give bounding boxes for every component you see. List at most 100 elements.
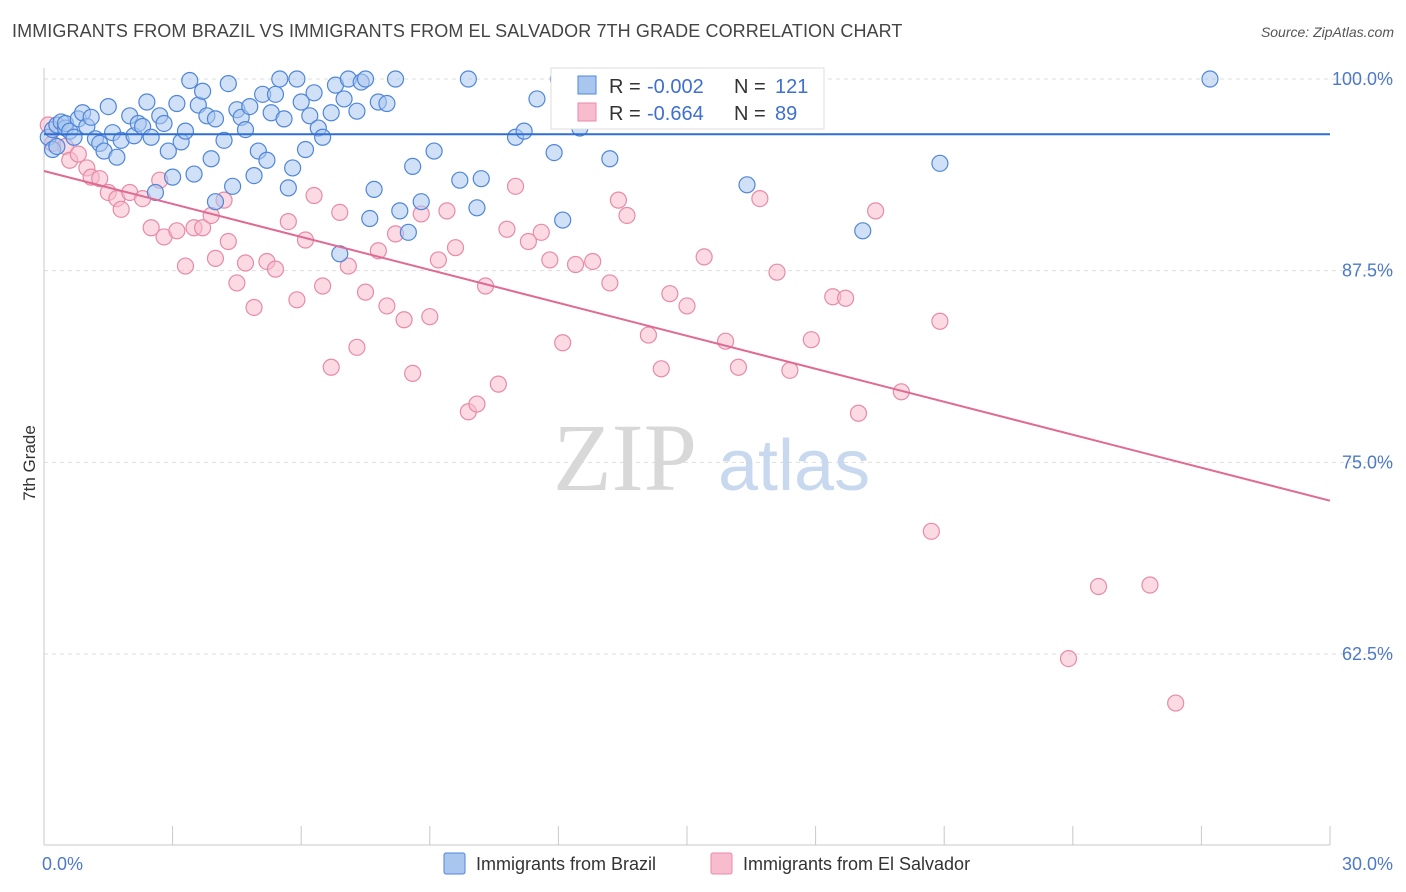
brazil-point bbox=[305, 84, 323, 102]
elsalvador-point bbox=[652, 360, 670, 378]
elsalvador-point bbox=[618, 206, 636, 225]
tick-labels: 100.0% 87.5% 75.0% 62.5% 0.0% 30.0% bbox=[42, 69, 1393, 874]
y-tick-label: 100.0% bbox=[1332, 69, 1393, 89]
brazil-points bbox=[39, 70, 1219, 263]
brazil-point bbox=[356, 70, 375, 88]
brazil-point bbox=[386, 70, 405, 88]
elsalvador-point bbox=[288, 291, 306, 309]
legend-brazil-swatch bbox=[443, 852, 466, 875]
y-axis-title: 7th Grade bbox=[20, 425, 39, 501]
elsalvador-point bbox=[867, 202, 885, 220]
brazil-point bbox=[545, 144, 563, 162]
elsalvador-point bbox=[176, 257, 195, 275]
elsalvador-point bbox=[446, 239, 465, 257]
elsalvador-point bbox=[236, 254, 255, 272]
brazil-point bbox=[399, 223, 417, 241]
elsalvador-point bbox=[194, 219, 212, 237]
elsalvador-point bbox=[489, 375, 507, 393]
brazil-point bbox=[931, 154, 949, 172]
legend: Immigrants from Brazil Immigrants from E… bbox=[443, 852, 970, 875]
elsalvador-point bbox=[751, 190, 769, 208]
elsalvador-point bbox=[266, 260, 285, 278]
elsalvador-point bbox=[781, 361, 799, 379]
elsalvador-n-label: N = bbox=[734, 103, 766, 125]
brazil-point bbox=[459, 70, 477, 88]
brazil-point bbox=[236, 121, 255, 139]
brazil-point bbox=[288, 70, 306, 88]
brazil-point bbox=[292, 93, 310, 111]
stats-box: R = -0.002 N = 121 R = -0.664 N = 89 bbox=[550, 67, 825, 130]
brazil-point bbox=[206, 110, 225, 128]
brazil-point bbox=[271, 70, 289, 88]
elsalvador-point bbox=[661, 285, 679, 303]
brazil-point bbox=[314, 128, 332, 146]
brazil-point bbox=[266, 85, 285, 103]
elsalvador-point bbox=[519, 232, 537, 251]
elsalvador-point bbox=[322, 358, 340, 376]
y-tick-label: 75.0% bbox=[1342, 452, 1393, 472]
elsalvador-point bbox=[729, 358, 748, 376]
elsalvador-point bbox=[849, 404, 868, 422]
elsalvador-point bbox=[339, 257, 357, 275]
elsalvador-r-value: -0.664 bbox=[647, 103, 704, 125]
legend-elsalvador-swatch bbox=[710, 852, 733, 875]
brazil-point bbox=[468, 199, 486, 217]
elsalvador-point bbox=[468, 395, 486, 413]
brazil-point bbox=[108, 148, 126, 166]
elsalvador-point bbox=[219, 232, 237, 251]
elsalvador-point bbox=[245, 298, 263, 317]
elsalvador-point bbox=[378, 297, 396, 315]
chart-title: IMMIGRANTS FROM BRAZIL VS IMMIGRANTS FRO… bbox=[12, 21, 903, 41]
elsalvador-point bbox=[837, 289, 855, 307]
brazil-point bbox=[335, 90, 353, 108]
elsalvador-point bbox=[91, 170, 109, 188]
brazil-point bbox=[554, 211, 572, 229]
brazil-point bbox=[194, 82, 212, 100]
brazil-point bbox=[155, 114, 173, 133]
brazil-point bbox=[391, 202, 409, 220]
brazil-point bbox=[1201, 70, 1219, 88]
brazil-point bbox=[472, 170, 490, 188]
elsalvador-point bbox=[1141, 576, 1159, 594]
elsalvador-point bbox=[601, 274, 619, 292]
elsalvador-point bbox=[768, 263, 786, 281]
elsalvador-point bbox=[1089, 577, 1108, 596]
y-tick-label: 87.5% bbox=[1342, 261, 1393, 281]
elsalvador-point bbox=[69, 145, 87, 163]
elsalvador-point bbox=[922, 522, 940, 540]
elsalvador-point bbox=[206, 249, 225, 267]
brazil-point bbox=[159, 142, 177, 160]
elsalvador-point bbox=[331, 203, 349, 221]
brazil-point bbox=[164, 168, 182, 186]
elsalvador-point bbox=[498, 220, 516, 238]
elsalvador-point bbox=[678, 297, 696, 315]
brazil-point bbox=[202, 150, 220, 168]
elsalvador-point bbox=[228, 274, 246, 292]
elsalvador-point bbox=[421, 308, 439, 326]
elsalvador-point bbox=[566, 255, 585, 274]
trend-lines bbox=[43, 133, 1331, 502]
elsalvador-point bbox=[112, 200, 130, 218]
brazil-point bbox=[451, 171, 469, 189]
brazil-point bbox=[361, 209, 379, 228]
elsalvador-point bbox=[404, 364, 422, 382]
grid-lines bbox=[44, 78, 1393, 655]
brazil-point bbox=[168, 94, 186, 113]
brazil-point bbox=[378, 94, 396, 113]
brazil-point bbox=[48, 137, 66, 156]
brazil-point bbox=[284, 159, 302, 177]
brazil-point bbox=[322, 104, 340, 122]
x-tick-label: 0.0% bbox=[42, 854, 83, 874]
brazil-point bbox=[82, 108, 100, 126]
brazil-point bbox=[425, 142, 443, 160]
elsalvador-point bbox=[314, 277, 332, 295]
elsalvador-point bbox=[609, 191, 628, 209]
elsalvador-point bbox=[802, 331, 820, 349]
brazil-point bbox=[219, 74, 237, 93]
elsalvador-point bbox=[695, 248, 713, 266]
elsalvador-point bbox=[168, 222, 186, 240]
elsalvador-point bbox=[356, 283, 375, 301]
elsalvador-point bbox=[1059, 649, 1078, 668]
elsalvador-point bbox=[931, 312, 949, 330]
